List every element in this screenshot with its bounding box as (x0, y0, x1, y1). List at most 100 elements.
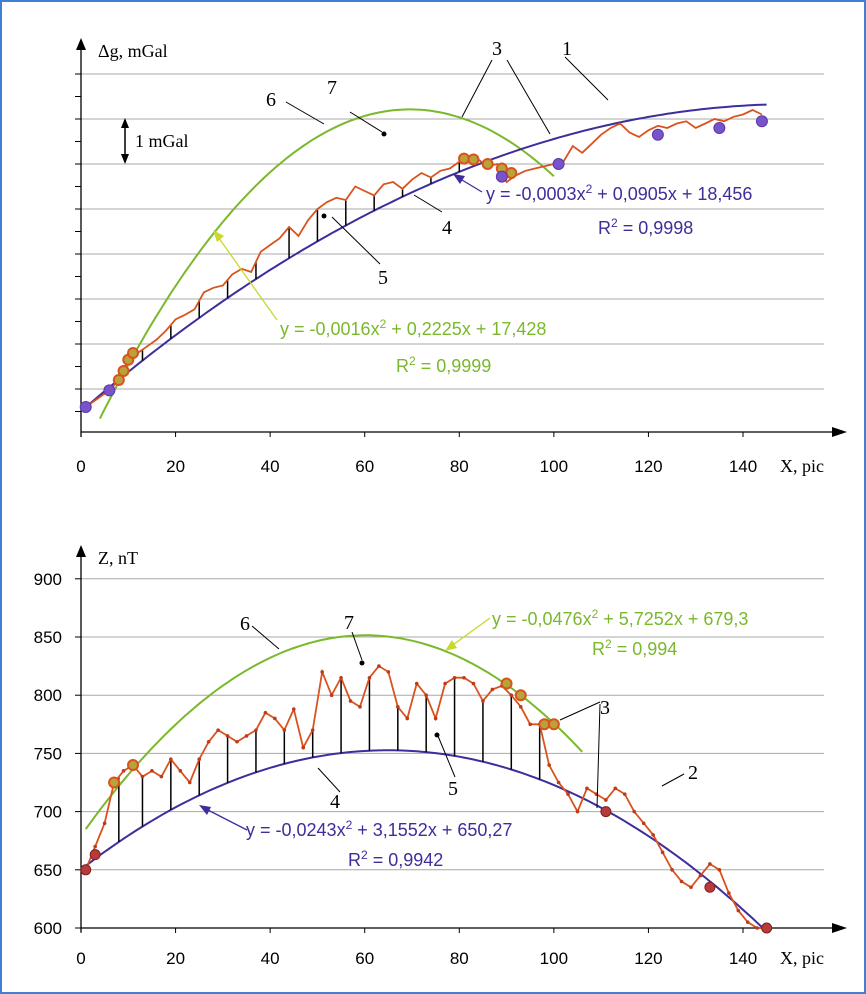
data-point-small (509, 693, 514, 697)
data-point-small (433, 716, 438, 721)
curve-label-5: 5 (378, 267, 388, 289)
data-point-small (396, 705, 400, 709)
y-tick-label: 750 (34, 744, 62, 763)
eq-arrow-lower (199, 805, 211, 815)
data-point-small (547, 763, 551, 767)
scale-bar-arrow-top (121, 118, 129, 128)
data-point-purple (755, 115, 768, 128)
data-point-small (566, 792, 570, 796)
x-tick-label: 40 (261, 457, 280, 476)
leader-5 (437, 735, 456, 778)
data-point-red (600, 806, 612, 818)
leader-4 (413, 194, 443, 213)
x-tick-label: 40 (261, 949, 280, 968)
x-tick-label: 120 (634, 949, 662, 968)
data-point-purple (552, 158, 565, 170)
y-tick-label: 850 (34, 628, 62, 647)
data-point-olive (514, 689, 527, 702)
scale-bar-arrow-bottom (121, 154, 129, 164)
equation-upper: y = -0,0016x2 + 0,2225x + 17,428 (280, 317, 546, 339)
data-point-small (329, 693, 334, 697)
leader-7 (351, 631, 363, 661)
data-point-small (377, 664, 381, 668)
data-point-red (704, 881, 716, 893)
data-point-small (632, 809, 637, 814)
data-point-olive (112, 374, 125, 386)
leader-3a (461, 59, 493, 118)
x-tick-label: 80 (450, 457, 469, 476)
data-point-small (102, 821, 107, 826)
x-axis-label: X, pic (780, 456, 824, 476)
data-point-small (452, 675, 457, 680)
data-point-small (206, 739, 211, 744)
data-point-small (358, 705, 362, 709)
equation-lower: y = -0,0003x2 + 0,0905x + 18,456 (486, 182, 752, 204)
x-tick-label: 120 (634, 457, 662, 476)
data-series-line (85, 109, 763, 408)
data-point-red (89, 849, 101, 861)
eq-leader-upper (449, 617, 491, 648)
data-point-small (121, 769, 126, 773)
data-point-olive (467, 153, 480, 166)
data-point-small (518, 705, 523, 709)
y-tick-label: 900 (34, 570, 62, 589)
data-point-purple (713, 122, 726, 134)
curve-label-3: 3 (600, 697, 610, 719)
curve-label-5: 5 (448, 778, 458, 800)
data-point-small (727, 891, 731, 895)
x-tick-label: 0 (76, 457, 85, 476)
x-tick-label: 20 (166, 949, 185, 968)
x-axis-arrow (832, 427, 847, 437)
data-point-olive (500, 677, 513, 690)
y-axis-label: Z, nT (98, 548, 138, 568)
data-point-olive (127, 759, 140, 772)
data-point-small (263, 710, 268, 715)
y-tick-label: 700 (34, 803, 62, 822)
data-point-small (443, 681, 447, 686)
data-point-small (225, 734, 230, 738)
y-tick-label: 800 (34, 686, 62, 705)
data-point-small (575, 809, 580, 814)
curve-label-3: 3 (492, 38, 502, 60)
y-tick-label: 600 (34, 919, 62, 938)
y-axis-arrow (76, 38, 86, 50)
data-point-red (761, 922, 773, 934)
data-point-olive (127, 347, 140, 359)
label-dot-7 (359, 660, 365, 666)
data-point-small (613, 786, 618, 791)
data-point-olive (108, 776, 121, 789)
curve-label-6: 6 (266, 89, 276, 111)
data-point-small (622, 792, 627, 796)
x-axis-arrow (832, 923, 847, 933)
data-point-small (755, 926, 759, 930)
leader-3b (506, 59, 551, 135)
data-point-olive (547, 718, 560, 731)
data-point-purple (79, 401, 92, 413)
x-axis-label: X, pic (780, 948, 824, 968)
scale-bar-label: 1 mGal (135, 131, 189, 151)
curve-label-6: 6 (240, 613, 250, 635)
y-tick-label: 650 (34, 861, 62, 880)
data-point-small (348, 699, 353, 703)
x-tick-label: 0 (76, 949, 85, 968)
eq-leader-lower (203, 807, 248, 831)
data-point-small (708, 862, 712, 866)
label-dot-5 (434, 732, 440, 738)
label-dot-7 (381, 131, 387, 137)
r2-upper: R2 = 0,9999 (396, 354, 491, 376)
eq-arrow-upper (445, 640, 457, 651)
leader-2 (661, 773, 685, 787)
data-point-small (670, 868, 674, 872)
data-point-small (736, 908, 741, 913)
data-point-olive (117, 365, 130, 377)
curve-label-4: 4 (442, 217, 452, 239)
data-point-small (660, 850, 665, 855)
r2-lower: R2 = 0,9998 (598, 216, 693, 238)
data-point-small (254, 728, 258, 732)
label-dot-5 (321, 213, 327, 219)
fit-curve-upper (99, 108, 555, 420)
equation-lower: y = -0,0243x2 + 3,1552x + 650,27 (246, 818, 512, 840)
data-point-small (490, 687, 495, 692)
data-point-red (80, 864, 92, 876)
data-point-small (528, 722, 533, 727)
